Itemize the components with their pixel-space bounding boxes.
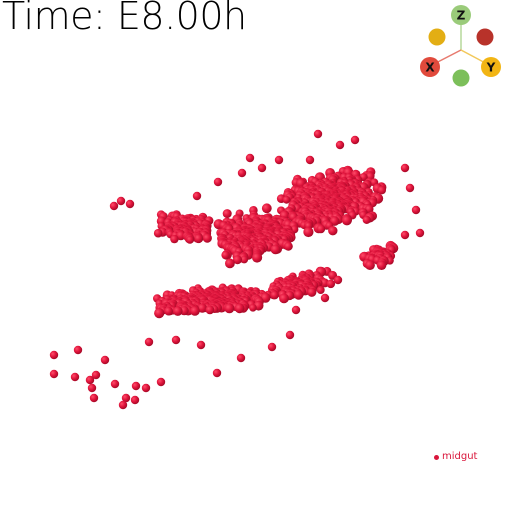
cell-sphere <box>49 369 59 379</box>
y-axis-label: Y <box>486 61 496 75</box>
cell-sphere <box>202 233 212 243</box>
cell-sphere <box>335 140 345 150</box>
y-axis-marker[interactable]: Y <box>481 57 501 77</box>
cell-sphere <box>333 275 343 285</box>
cell-sphere <box>274 155 284 165</box>
cell-sphere <box>116 196 126 206</box>
midgut-cell-cloud <box>49 129 425 410</box>
cell-sphere <box>192 191 202 201</box>
cell-sphere <box>164 306 174 316</box>
cell-sphere <box>70 372 80 382</box>
cell-sphere <box>224 303 235 314</box>
x-axis-label: X <box>425 61 435 75</box>
cell-sphere <box>196 340 206 350</box>
cell-sphere <box>212 368 222 378</box>
cell-sphere <box>257 163 267 173</box>
cell-sphere <box>400 230 410 240</box>
cell-sphere <box>362 215 371 224</box>
cell-sphere <box>205 305 215 315</box>
cell-sphere <box>144 337 154 347</box>
cell-sphere <box>415 228 425 238</box>
cell-sphere <box>100 355 110 365</box>
cell-sphere <box>190 306 200 316</box>
cell-sphere <box>411 205 421 215</box>
cell-sphere <box>73 345 83 355</box>
x-axis-marker[interactable]: X <box>420 57 440 77</box>
cell-sphere <box>282 195 291 204</box>
cell-sphere <box>87 383 97 393</box>
cell-sphere <box>245 153 255 163</box>
cell-sphere <box>316 224 326 234</box>
cell-sphere <box>328 226 338 236</box>
cell-sphere <box>154 308 165 319</box>
cell-sphere <box>222 209 232 219</box>
cell-sphere <box>365 260 375 270</box>
cell-sphere <box>267 342 277 352</box>
cell-sphere <box>249 304 257 312</box>
cell-sphere <box>270 244 281 255</box>
cell-sphere <box>285 330 295 340</box>
cell-sphere <box>307 287 317 297</box>
cell-sphere <box>320 293 330 303</box>
cell-sphere <box>89 393 99 403</box>
cell-sphere <box>170 234 179 244</box>
z-axis-label: Z <box>457 9 466 23</box>
cell-sphere <box>237 168 247 178</box>
cell-sphere <box>236 353 246 363</box>
cell-sphere <box>213 177 223 187</box>
cell-sphere <box>261 203 272 214</box>
cell-sphere <box>350 135 360 145</box>
time-label: Time: E8.00h <box>2 0 247 38</box>
neg-x-axis-marker[interactable] <box>428 28 446 46</box>
cell-sphere <box>293 289 304 300</box>
cell-sphere <box>291 305 301 315</box>
cell-sphere <box>125 199 135 209</box>
cell-sphere <box>377 186 386 195</box>
cell-sphere <box>313 129 323 139</box>
neg-z-axis-marker[interactable] <box>452 69 470 87</box>
cell-sphere <box>130 395 140 405</box>
cell-sphere <box>118 400 128 410</box>
cell-sphere <box>85 375 95 385</box>
cell-sphere <box>171 335 181 345</box>
cell-sphere <box>49 350 59 360</box>
cell-sphere <box>225 258 235 269</box>
z-axis-marker[interactable]: Z <box>451 5 471 25</box>
cell-sphere <box>305 155 315 165</box>
cell-sphere <box>131 381 141 391</box>
cell-sphere <box>194 233 204 244</box>
cell-sphere <box>197 303 207 313</box>
cell-sphere <box>252 252 263 263</box>
cell-sphere <box>156 377 166 387</box>
cell-sphere <box>110 379 120 389</box>
axis-orientation-gizmo[interactable]: Z X Y <box>412 0 512 95</box>
cell-sphere <box>109 201 119 211</box>
cell-sphere <box>186 235 195 244</box>
neg-y-axis-marker[interactable] <box>476 28 494 46</box>
cell-sphere <box>153 228 163 238</box>
cell-sphere <box>405 183 415 193</box>
legend-swatch-midgut <box>434 454 439 460</box>
legend: midgut <box>434 451 477 463</box>
cell-sphere <box>316 286 325 294</box>
cell-sphere <box>279 293 289 304</box>
cell-sphere <box>121 393 131 403</box>
cell-sphere <box>234 303 245 314</box>
legend-label-midgut: midgut <box>442 451 478 462</box>
cell-sphere <box>240 255 249 264</box>
cell-sphere <box>303 226 314 238</box>
cell-sphere <box>173 306 183 316</box>
cell-sphere <box>341 215 352 226</box>
cell-sphere <box>284 241 293 251</box>
cell-sphere <box>376 260 387 271</box>
cell-sphere <box>221 250 230 260</box>
cell-sphere <box>141 383 151 393</box>
cell-sphere <box>233 255 242 265</box>
cell-sphere <box>91 370 101 380</box>
cell-sphere <box>270 290 279 300</box>
cell-sphere <box>326 279 336 289</box>
cell-sphere <box>400 163 410 173</box>
